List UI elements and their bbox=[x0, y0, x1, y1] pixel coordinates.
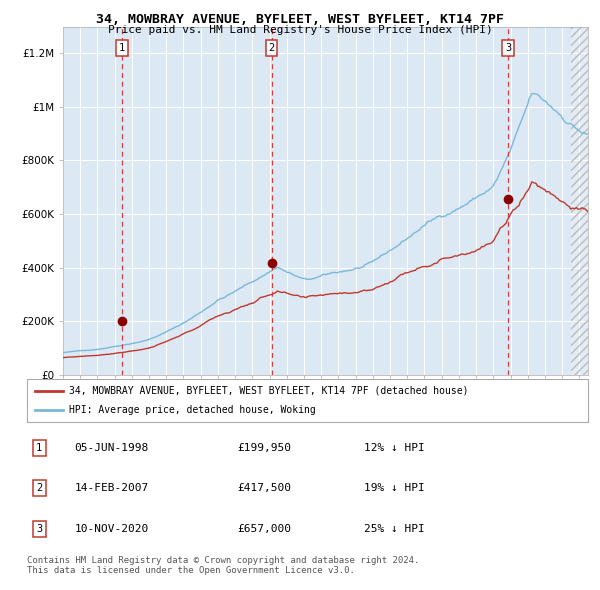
Text: 1: 1 bbox=[36, 442, 43, 453]
Text: £657,000: £657,000 bbox=[238, 524, 292, 534]
Text: £199,950: £199,950 bbox=[238, 442, 292, 453]
Bar bbox=[571, 27, 588, 375]
Text: 14-FEB-2007: 14-FEB-2007 bbox=[74, 483, 149, 493]
Text: £417,500: £417,500 bbox=[238, 483, 292, 493]
Text: 3: 3 bbox=[36, 524, 43, 534]
Text: 05-JUN-1998: 05-JUN-1998 bbox=[74, 442, 149, 453]
Text: 1: 1 bbox=[119, 43, 125, 53]
Text: 34, MOWBRAY AVENUE, BYFLEET, WEST BYFLEET, KT14 7PF: 34, MOWBRAY AVENUE, BYFLEET, WEST BYFLEE… bbox=[96, 13, 504, 26]
Text: 19% ↓ HPI: 19% ↓ HPI bbox=[364, 483, 424, 493]
Text: Price paid vs. HM Land Registry's House Price Index (HPI): Price paid vs. HM Land Registry's House … bbox=[107, 25, 493, 35]
Text: 2: 2 bbox=[268, 43, 275, 53]
Text: Contains HM Land Registry data © Crown copyright and database right 2024.
This d: Contains HM Land Registry data © Crown c… bbox=[27, 556, 419, 575]
Text: 12% ↓ HPI: 12% ↓ HPI bbox=[364, 442, 424, 453]
Text: 34, MOWBRAY AVENUE, BYFLEET, WEST BYFLEET, KT14 7PF (detached house): 34, MOWBRAY AVENUE, BYFLEET, WEST BYFLEE… bbox=[69, 386, 469, 396]
Text: 3: 3 bbox=[505, 43, 511, 53]
Text: 25% ↓ HPI: 25% ↓ HPI bbox=[364, 524, 424, 534]
Text: 10-NOV-2020: 10-NOV-2020 bbox=[74, 524, 149, 534]
Text: HPI: Average price, detached house, Woking: HPI: Average price, detached house, Woki… bbox=[69, 405, 316, 415]
Text: 2: 2 bbox=[36, 483, 43, 493]
FancyBboxPatch shape bbox=[27, 379, 588, 422]
Bar bbox=[571, 27, 588, 375]
